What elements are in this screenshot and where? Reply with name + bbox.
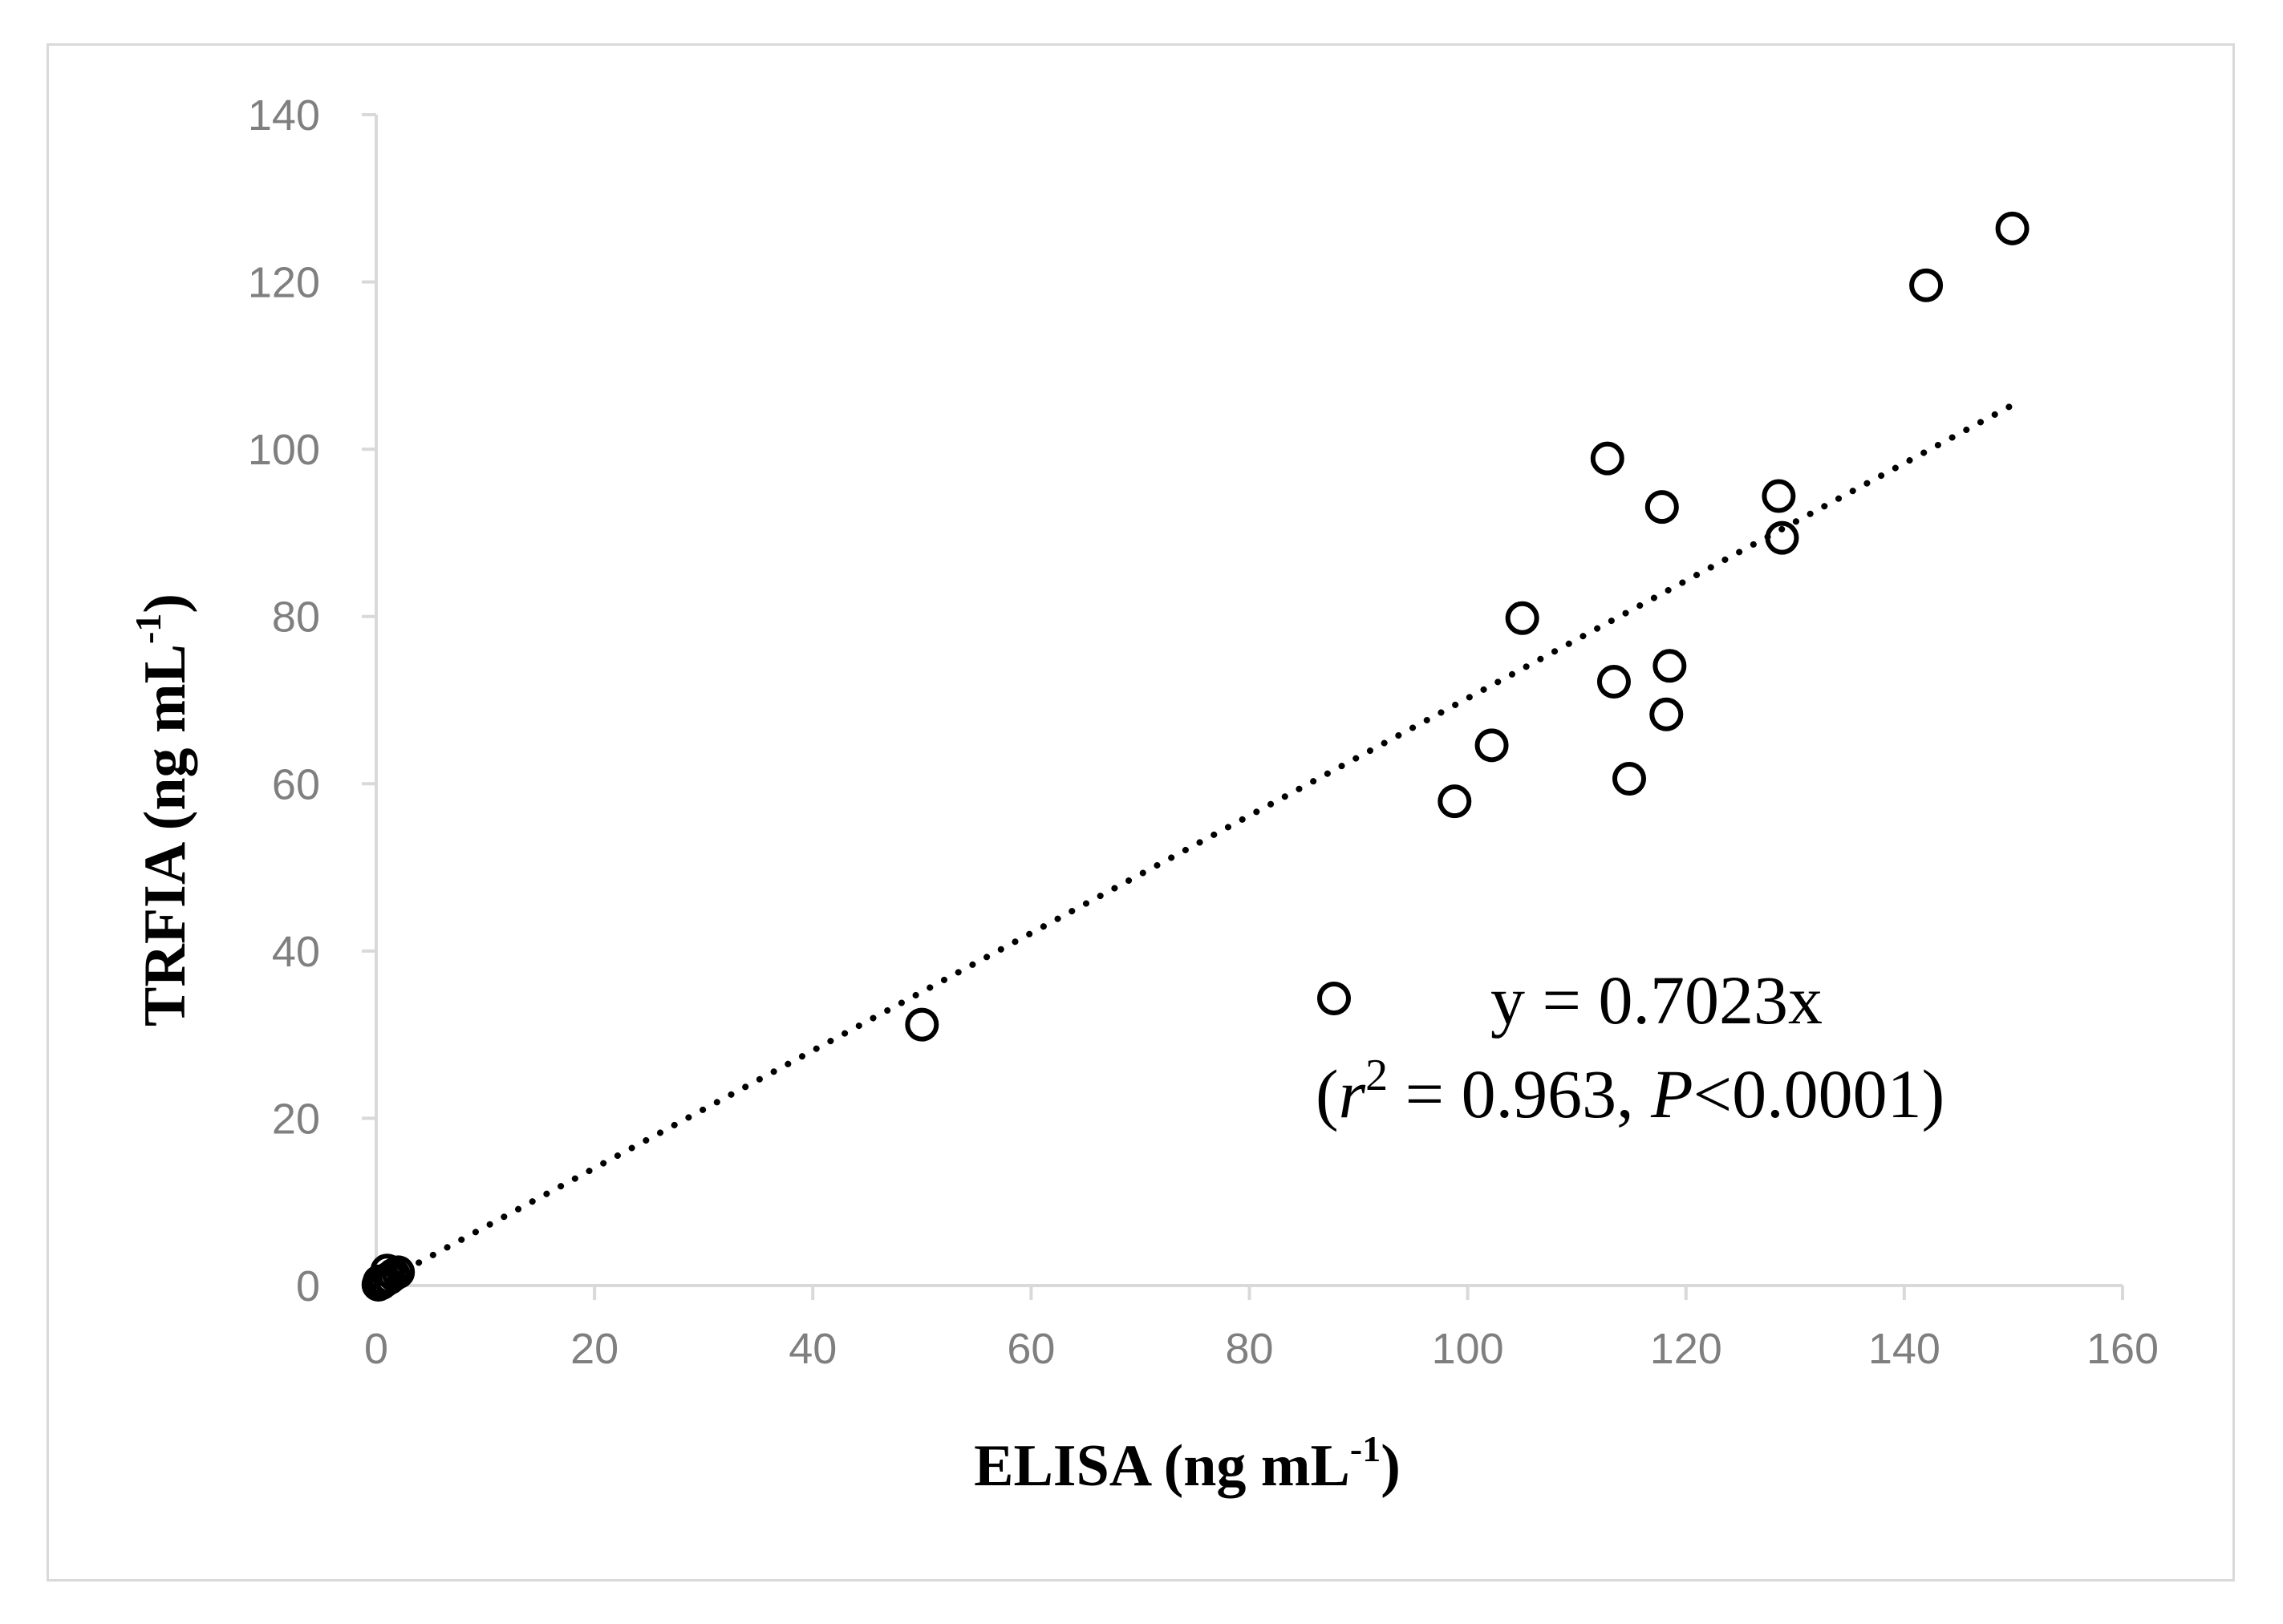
data-point [1612, 762, 1646, 796]
y-tick-label: 60 [272, 760, 320, 808]
data-point [1590, 441, 1624, 476]
legend: y = 0.7023x (r2 = 0.963, P<0.0001) [1316, 962, 1944, 1132]
y-tick-label: 0 [296, 1262, 320, 1310]
data-point [1995, 211, 2030, 245]
y-tick-label: 120 [248, 259, 320, 307]
x-tick-label: 20 [570, 1325, 618, 1373]
y-axis: 0 20 40 60 80 100 120 140 [248, 91, 378, 1310]
data-points [361, 211, 2030, 1302]
trendline [373, 401, 2017, 1289]
y-tick-label: 140 [248, 91, 320, 140]
legend-statistics: (r2 = 0.963, P<0.0001) [1316, 1051, 1944, 1132]
data-point [1765, 520, 1799, 555]
chart-frame [47, 43, 2235, 1581]
data-point [1596, 665, 1631, 699]
data-point [370, 1253, 404, 1288]
x-tick-label: 0 [364, 1325, 388, 1373]
y-axis-title: TRFIA (ng mL-1) [128, 593, 198, 1027]
x-tick-label: 140 [1868, 1325, 1940, 1373]
data-point [1649, 697, 1684, 731]
x-tick-label: 80 [1225, 1325, 1273, 1373]
x-tick-label: 40 [789, 1325, 837, 1373]
data-point [1438, 784, 1472, 819]
x-axis-title: ELISA (ng mL-1) [974, 1428, 1401, 1499]
legend-marker [1317, 982, 1351, 1015]
data-point [1909, 268, 1944, 302]
data-point [1762, 479, 1796, 513]
x-tick-label: 120 [1650, 1325, 1722, 1373]
trendline-path [373, 401, 2017, 1289]
data-point [1474, 728, 1509, 763]
y-tick-label: 80 [272, 593, 320, 642]
data-point [1505, 601, 1539, 635]
x-tick-label: 160 [2086, 1325, 2159, 1373]
y-tick-label: 20 [272, 1095, 320, 1143]
data-point [905, 1007, 939, 1042]
x-tick-label: 60 [1007, 1325, 1055, 1373]
y-tick-label: 40 [272, 928, 320, 976]
x-tick-label: 100 [1432, 1325, 1504, 1373]
y-tick-label: 100 [248, 426, 320, 474]
x-axis: 0 20 40 60 80 100 120 140 160 [364, 1284, 2159, 1373]
legend-equation: y = 0.7023x [1490, 962, 1823, 1039]
data-point [1644, 490, 1679, 524]
data-point [1652, 649, 1687, 683]
